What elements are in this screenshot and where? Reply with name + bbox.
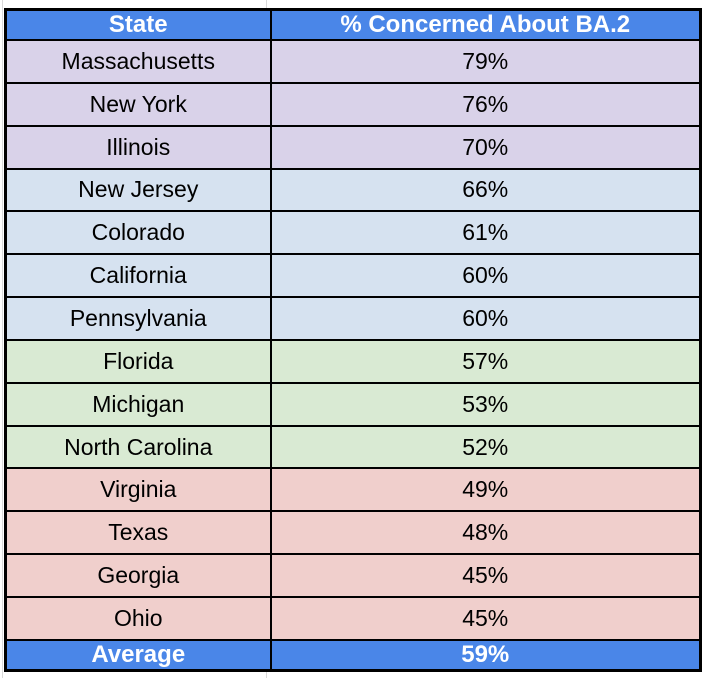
value-cell: 53% — [269, 381, 702, 427]
ba2-concern-table: State % Concerned About BA.2 Massachuset… — [4, 8, 702, 672]
value-cell: 60% — [269, 253, 702, 299]
average-label-cell: Average — [4, 639, 272, 672]
state-cell: New Jersey — [4, 167, 272, 213]
state-cell: Michigan — [4, 381, 272, 427]
table-row: Virginia 49% — [4, 467, 702, 513]
value-cell: 66% — [269, 167, 702, 213]
table-row: Colorado 61% — [4, 210, 702, 256]
value-cell: 70% — [269, 124, 702, 170]
state-cell: Florida — [4, 338, 272, 384]
sheet-gridline — [2, 0, 3, 678]
column-header-state: State — [4, 8, 272, 41]
table-row: Florida 57% — [4, 338, 702, 384]
value-cell: 61% — [269, 210, 702, 256]
state-cell: Illinois — [4, 124, 272, 170]
value-cell: 60% — [269, 296, 702, 341]
state-cell: California — [4, 253, 272, 299]
column-header-value: % Concerned About BA.2 — [269, 8, 702, 41]
state-cell: New York — [4, 81, 272, 127]
value-cell: 57% — [269, 338, 702, 384]
state-cell: Massachusetts — [4, 39, 272, 84]
table-row: California 60% — [4, 253, 702, 299]
state-cell: Colorado — [4, 210, 272, 256]
value-cell: 45% — [269, 553, 702, 598]
table-row: New Jersey 66% — [4, 167, 702, 213]
header-row: State % Concerned About BA.2 — [4, 8, 702, 41]
table-row: Texas 48% — [4, 510, 702, 556]
table-row: Massachusetts 79% — [4, 39, 702, 84]
table-row: Georgia 45% — [4, 553, 702, 598]
state-cell: North Carolina — [4, 424, 272, 470]
state-cell: Georgia — [4, 553, 272, 598]
table-row: New York 76% — [4, 81, 702, 127]
table-row: Illinois 70% — [4, 124, 702, 170]
value-cell: 48% — [269, 510, 702, 556]
value-cell: 49% — [269, 467, 702, 513]
average-value-cell: 59% — [269, 639, 702, 672]
state-cell: Ohio — [4, 595, 272, 642]
state-cell: Virginia — [4, 467, 272, 513]
value-cell: 45% — [269, 595, 702, 642]
table-row: Ohio 45% — [4, 595, 702, 642]
value-cell: 79% — [269, 39, 702, 84]
table-row: Pennsylvania 60% — [4, 296, 702, 341]
table-row: North Carolina 52% — [4, 424, 702, 470]
value-cell: 52% — [269, 424, 702, 470]
average-row: Average 59% — [4, 639, 702, 672]
value-cell: 76% — [269, 81, 702, 127]
table-row: Michigan 53% — [4, 381, 702, 427]
state-cell: Texas — [4, 510, 272, 556]
state-cell: Pennsylvania — [4, 296, 272, 341]
